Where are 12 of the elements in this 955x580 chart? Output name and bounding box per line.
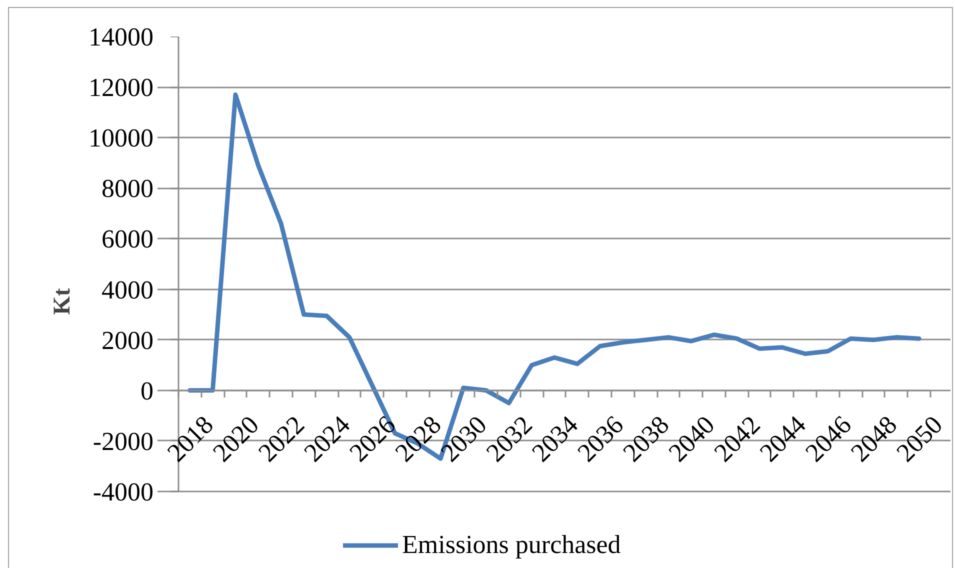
y-tick-label: 12000 <box>88 73 154 102</box>
y-tick-label: -4000 <box>92 478 154 506</box>
y-tick-label: 10000 <box>88 124 154 153</box>
y-tick-label: 4000 <box>102 275 154 304</box>
y-axis-title: Kt <box>50 288 76 315</box>
y-tick-label: 14000 <box>88 22 154 52</box>
y-tick-label: -2000 <box>92 426 154 456</box>
legend-label: Emissions purchased <box>402 530 621 560</box>
y-tick-label: 2000 <box>102 326 154 355</box>
y-tick-label: 0 <box>140 376 154 406</box>
y-tick-label: 6000 <box>102 224 154 254</box>
y-tick-label: 8000 <box>102 174 154 204</box>
